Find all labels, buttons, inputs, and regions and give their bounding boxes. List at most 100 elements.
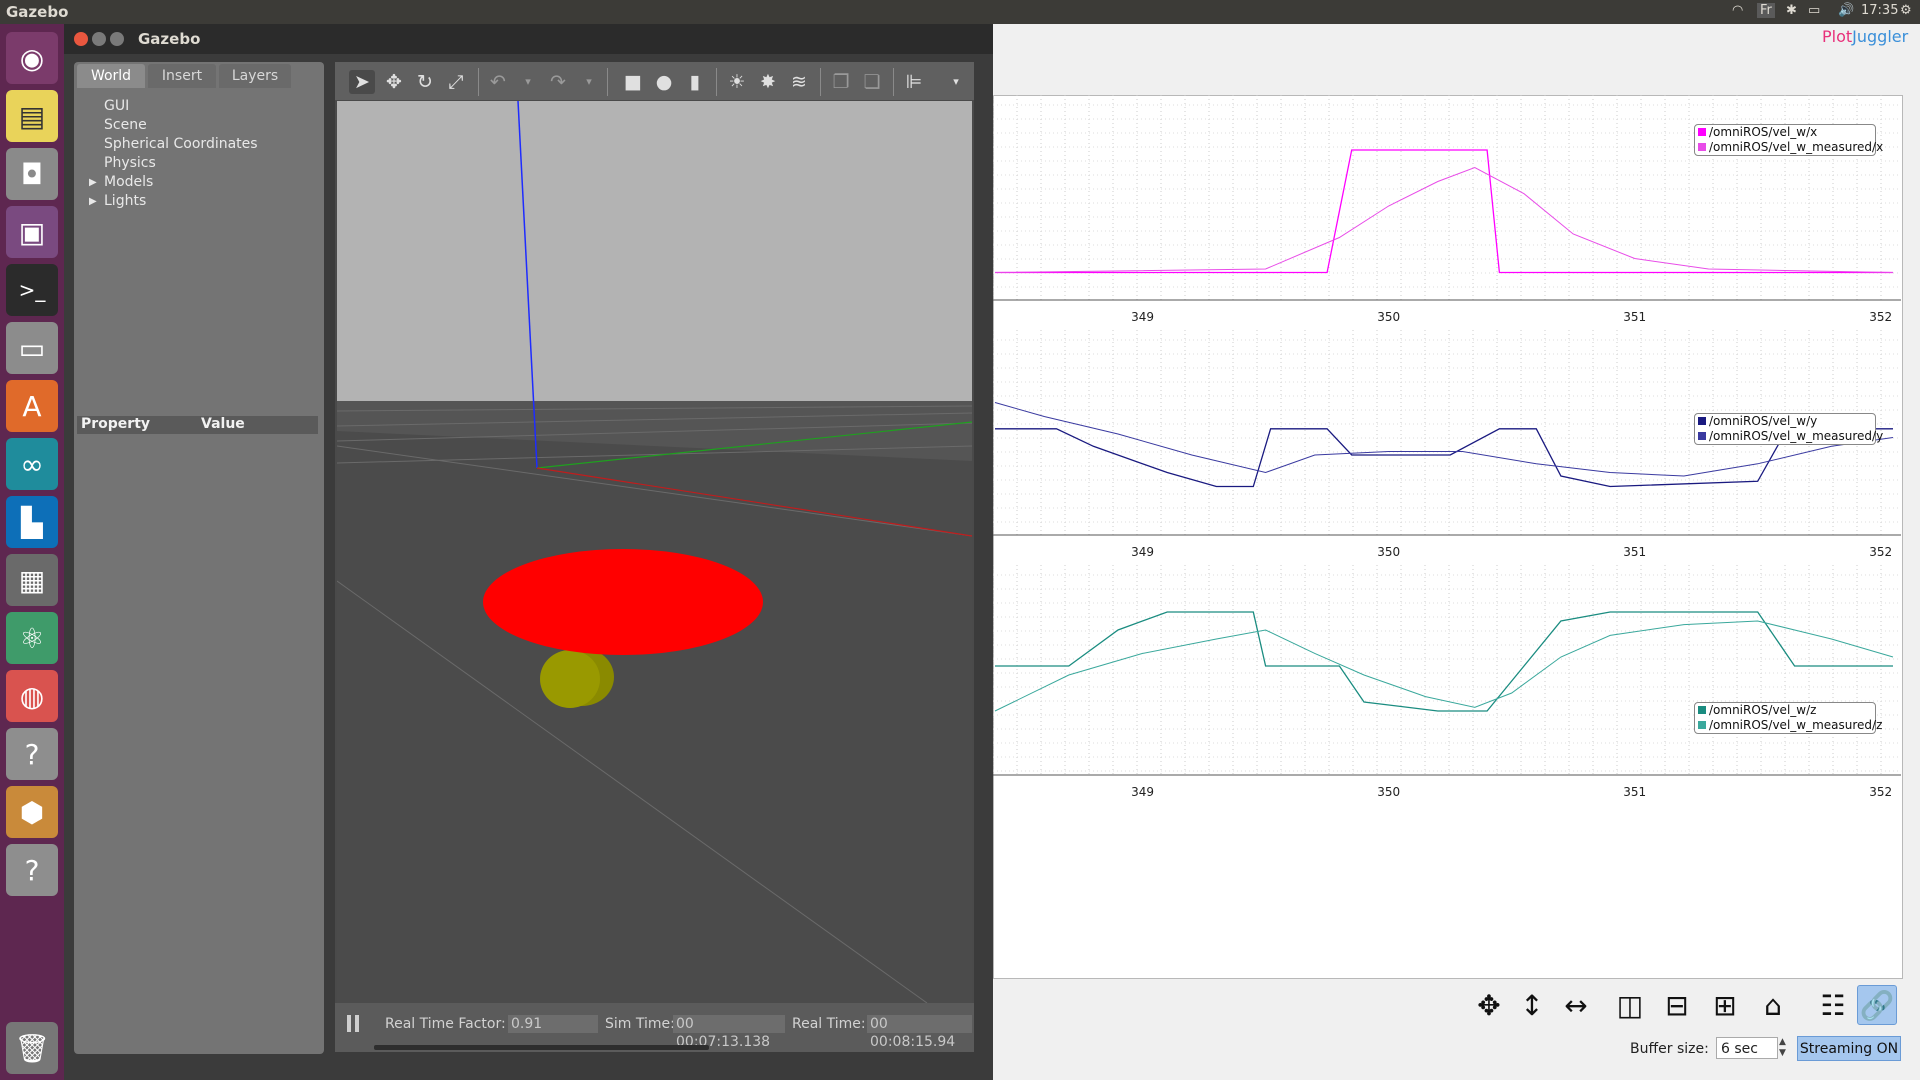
x-tick-label: 352 [1869, 785, 1892, 799]
select-mode-icon[interactable]: ➤ [349, 70, 375, 94]
wifi-icon[interactable]: ◠ [1732, 3, 1744, 18]
camera-icon[interactable]: ◘ [6, 148, 58, 200]
legend-y[interactable]: /omniROS/vel_w/y /omniROS/vel_w_measured… [1694, 413, 1883, 445]
series-line-vel_w [995, 149, 1893, 274]
yellow-wheel-2[interactable] [540, 650, 600, 708]
split-vertical-icon[interactable]: ⊟ [1665, 988, 1689, 1022]
spinbox-arrows-icon[interactable]: ▲ ▼ [1779, 1037, 1786, 1058]
x-tick-label: 350 [1377, 785, 1400, 799]
toolbar-overflow-icon[interactable]: ▾ [953, 75, 959, 88]
software-center-icon[interactable]: A [6, 380, 58, 432]
spot-light-icon[interactable]: ✸ [760, 71, 776, 93]
toolbar-separator [716, 68, 717, 96]
plot-panel-2[interactable]: 349 350 351 352 [993, 565, 1901, 799]
legend-swatch [1698, 706, 1706, 714]
files-icon[interactable]: ▭ [6, 322, 58, 374]
clock[interactable]: 17:35 [1861, 3, 1899, 18]
expand-arrow-icon[interactable]: ▶ [89, 177, 97, 188]
pan-icon[interactable]: ✥ [1477, 988, 1501, 1022]
real-time-value: 00 00:08:15.94 [867, 1015, 972, 1050]
paste-icon[interactable]: ❏ [863, 71, 881, 93]
link-time-icon[interactable]: 🔗 [1857, 985, 1897, 1025]
cylinder-shape-icon[interactable]: ▮ [689, 71, 701, 93]
pause-icon[interactable] [347, 1015, 351, 1032]
expand-arrow-icon[interactable]: ▶ [89, 196, 97, 207]
logo-juggler: Juggler [1852, 27, 1909, 46]
screen-recorder-icon[interactable]: ▣ [6, 206, 58, 258]
clear-plots-icon[interactable]: ⌂ [1764, 988, 1782, 1022]
zoom-horizontal-icon[interactable]: ↔ [1564, 988, 1588, 1022]
legend-z[interactable]: /omniROS/vel_w/z /omniROS/vel_w_measured… [1694, 702, 1882, 734]
tree-item-scene[interactable]: Scene [104, 117, 147, 133]
x-tick-label: 352 [1869, 310, 1892, 324]
series-line-vel_w [995, 611, 1893, 712]
directional-light-icon[interactable]: ≋ [791, 71, 807, 93]
zoom-fit-icon[interactable]: ⊞ [1713, 988, 1737, 1022]
close-window-icon[interactable] [74, 32, 88, 46]
undo-dropdown-icon[interactable]: ▾ [525, 75, 531, 88]
tab-layers[interactable]: Layers [219, 64, 291, 88]
atom-icon[interactable]: ⚛ [6, 612, 58, 664]
tree-item-lights[interactable]: Lights [104, 193, 147, 209]
series-line-vel_w [995, 428, 1893, 488]
keyboard-layout-indicator[interactable]: Fr [1757, 3, 1775, 18]
minimize-window-icon[interactable] [92, 32, 106, 46]
point-light-icon[interactable]: ☀ [728, 71, 746, 93]
redo-dropdown-icon[interactable]: ▾ [586, 75, 592, 88]
split-horizontal-icon[interactable]: ◫ [1616, 988, 1644, 1022]
x-axis-line [536, 467, 972, 537]
trash-icon[interactable]: 🗑 [6, 1022, 58, 1074]
trello-icon[interactable]: ▙ [6, 496, 58, 548]
sphere-shape-icon[interactable]: ● [655, 71, 673, 93]
copy-icon[interactable]: ❐ [832, 71, 850, 93]
value-column-header: Value [201, 416, 245, 432]
calculator-icon[interactable]: ▦ [6, 554, 58, 606]
status-scrollbar[interactable] [374, 1045, 709, 1050]
arduino-icon[interactable]: ∞ [6, 438, 58, 490]
tab-world[interactable]: World [77, 64, 145, 88]
legend-item: /omniROS/vel_w/x [1709, 125, 1818, 139]
active-app-name: Gazebo [6, 3, 69, 21]
bluetooth-icon[interactable]: ✱ [1786, 3, 1797, 18]
package-icon[interactable]: ⬢ [6, 786, 58, 838]
tree-item-physics[interactable]: Physics [104, 155, 156, 171]
settings-gear-icon[interactable]: ⚙ [1900, 3, 1912, 18]
rotate-mode-icon[interactable]: ↻ [417, 71, 433, 93]
legend-swatch [1698, 128, 1706, 136]
help-icon-2[interactable]: ? [6, 844, 58, 896]
undo-icon[interactable]: ↶ [490, 71, 506, 93]
legend-item: /omniROS/vel_w/y [1709, 414, 1818, 428]
tree-item-gui[interactable]: GUI [104, 98, 130, 114]
launcher: ◉ ▤ ◘ ▣ >_ ▭ A ∞ ▙ ▦ ⚛ ◍ ? ⬢ ? 🗑 [0, 24, 64, 1080]
legend-x[interactable]: /omniROS/vel_w/x /omniROS/vel_w_measured… [1694, 124, 1883, 156]
3d-scene-view[interactable] [337, 101, 972, 1003]
toggle-legend-icon[interactable]: ☷ [1820, 988, 1846, 1022]
tab-insert[interactable]: Insert [148, 64, 216, 88]
tree-item-models[interactable]: Models [104, 174, 154, 190]
firefox-icon[interactable]: ◍ [6, 670, 58, 722]
plots-svg[interactable]: 349 350 351 352 349 350 351 352 349 350 351 352 [993, 95, 1901, 977]
maximize-window-icon[interactable] [110, 32, 124, 46]
top-panel: Gazebo ◠ Fr ✱ ▭ 🔊 17:35 ⚙ [0, 0, 1920, 24]
zoom-vertical-icon[interactable]: ↕ [1520, 988, 1544, 1022]
translate-mode-icon[interactable]: ✥ [386, 71, 402, 93]
window-title: Gazebo [138, 30, 201, 48]
terminal-icon[interactable]: >_ [6, 264, 58, 316]
battery-icon[interactable]: ▭ [1808, 3, 1821, 18]
plot-area[interactable] [993, 95, 1903, 979]
scale-mode-icon[interactable]: ⤢ [448, 71, 464, 93]
help-icon[interactable]: ? [6, 728, 58, 780]
redo-icon[interactable]: ↷ [550, 71, 566, 93]
streaming-toggle-button[interactable]: Streaming ON [1797, 1036, 1901, 1061]
ground-grid [337, 405, 972, 1003]
tree-item-spherical-coordinates[interactable]: Spherical Coordinates [104, 136, 258, 152]
notes-icon[interactable]: ▤ [6, 90, 58, 142]
legend-swatch [1698, 432, 1706, 440]
buffer-size-spinbox[interactable]: 6 sec [1716, 1037, 1778, 1059]
box-shape-icon[interactable]: ■ [624, 71, 642, 93]
align-icon[interactable]: ⊫ [905, 71, 923, 93]
ubuntu-dash-icon[interactable]: ◉ [6, 32, 58, 84]
volume-icon[interactable]: 🔊 [1838, 3, 1855, 18]
legend-item: /omniROS/vel_w/z [1709, 703, 1817, 717]
red-robot-body[interactable] [483, 549, 763, 655]
